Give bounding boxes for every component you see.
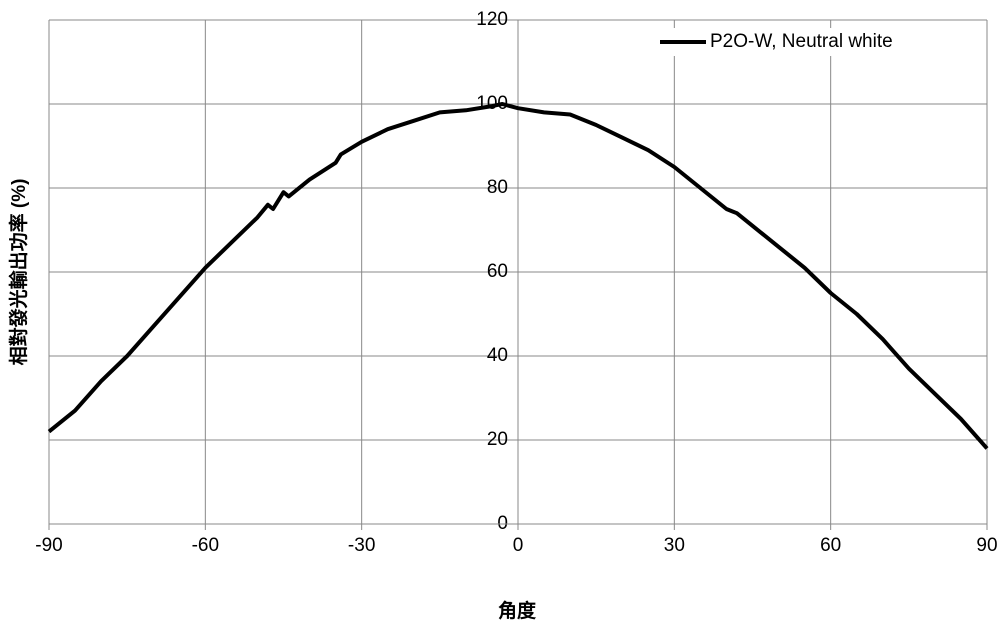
x-tick-label: -60 <box>192 535 219 556</box>
x-tick-label: -30 <box>348 535 375 556</box>
legend-label: P2O-W, Neutral white <box>710 31 893 52</box>
y-axis-label: 相對發光輸出功率 (%) <box>7 179 30 366</box>
x-tick-label: 60 <box>820 535 841 556</box>
y-tick-label: 120 <box>476 9 508 30</box>
y-tick-label: 20 <box>487 429 508 450</box>
x-tick-label: 90 <box>976 535 997 556</box>
data-line <box>47 102 989 450</box>
x-axis-label: 角度 <box>498 599 537 622</box>
y-tick-label: 40 <box>487 345 508 366</box>
y-tick-label: 60 <box>487 261 508 282</box>
legend-box <box>654 28 976 56</box>
x-tick-label: -90 <box>35 535 62 556</box>
y-tick-label: 80 <box>487 177 508 198</box>
x-tick-label: 30 <box>664 535 685 556</box>
x-tick-label: 0 <box>513 535 524 556</box>
